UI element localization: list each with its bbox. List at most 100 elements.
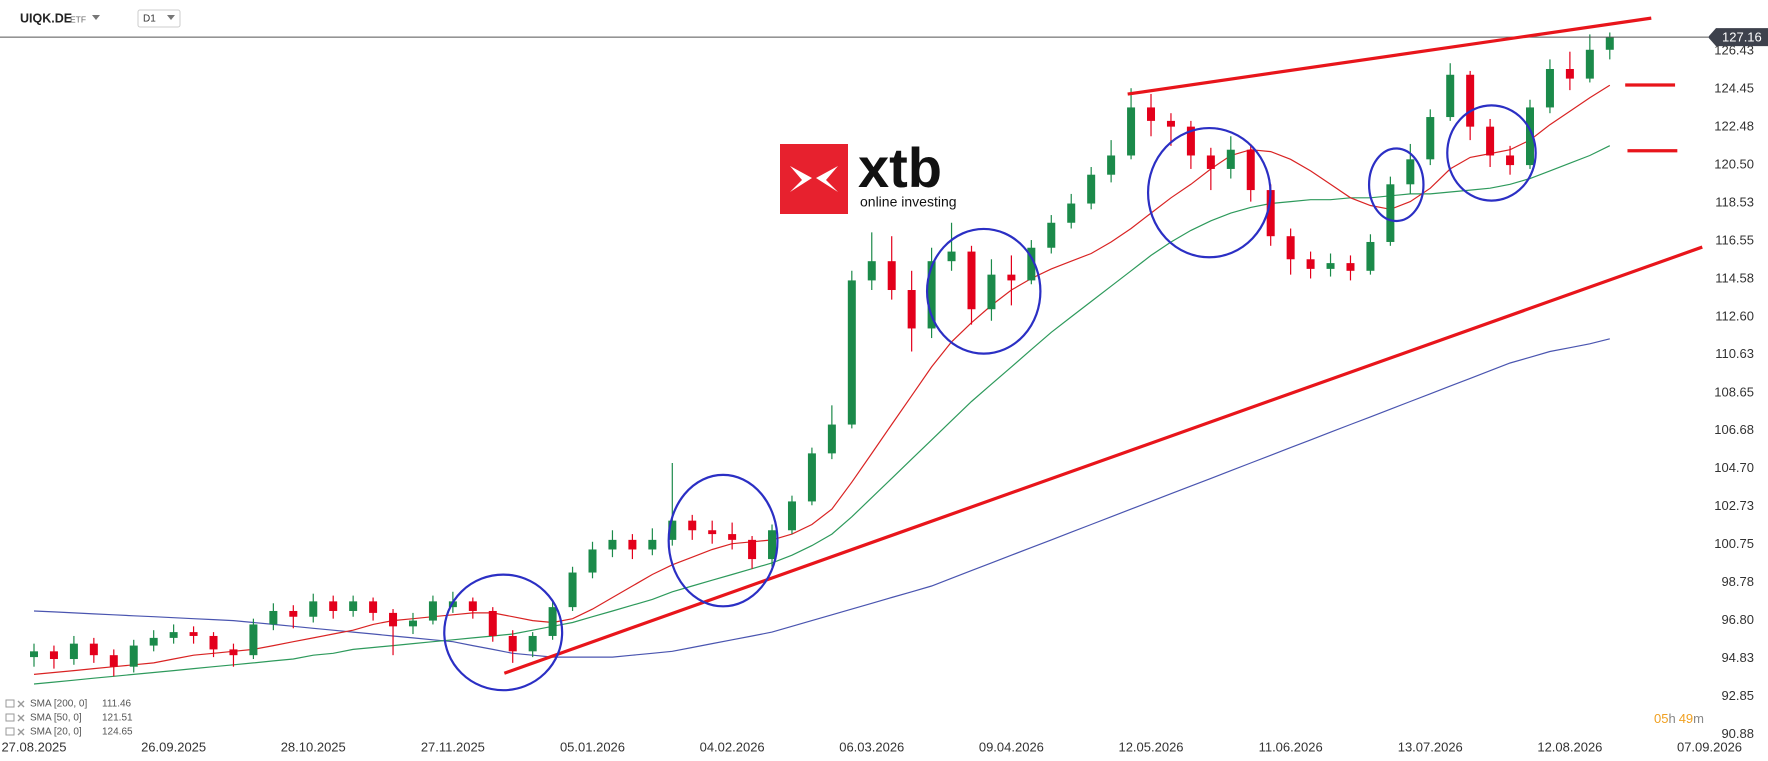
candle-body <box>1087 174 1096 204</box>
plot-area: 126.43 124.45 122.48 120.50 118.53 116.55 114.… <box>0 16 1768 754</box>
candle-body <box>867 261 876 281</box>
price-tag <box>1708 28 1768 47</box>
candle-body <box>209 635 218 650</box>
countdown-h: h <box>1668 711 1675 726</box>
x-tick-label: 04.02.2026 <box>700 739 765 754</box>
candle-body <box>169 632 178 638</box>
legend-icon <box>5 713 15 722</box>
candle-body <box>1426 117 1435 160</box>
y-tick-label: 122.48 <box>1714 118 1754 133</box>
candle-body <box>947 251 956 262</box>
timeframe-dropdown <box>167 15 175 20</box>
sma-line <box>33 84 1611 675</box>
candle-body <box>249 624 258 656</box>
sma-line <box>33 145 1611 685</box>
x-tick-label: 12.08.2026 <box>1537 739 1602 754</box>
candle-body <box>1486 126 1495 156</box>
candle-body <box>1545 68 1554 108</box>
symbol-dropdown[interactable] <box>92 15 100 20</box>
x-tick-label: 27.08.2025 <box>1 739 66 754</box>
y-tick-label: 104.70 <box>1714 460 1754 475</box>
candle-body <box>768 530 777 560</box>
candle-body <box>1466 74 1475 127</box>
candle-body <box>448 601 457 608</box>
candle-body <box>1067 203 1076 223</box>
candle-body <box>708 530 717 535</box>
y-tick-label: 90.88 <box>1721 726 1754 741</box>
candle-body <box>1565 68 1574 79</box>
candle-body <box>89 643 98 656</box>
timeframe-select[interactable] <box>137 9 181 28</box>
candle-body <box>608 539 617 550</box>
candle-body <box>648 539 657 550</box>
candle-body <box>1266 190 1275 237</box>
candle-body <box>1386 184 1395 242</box>
y-tick-label: 94.83 <box>1721 650 1754 665</box>
legend-name: SMA [50, 0] <box>30 713 82 724</box>
y-tick-label: 108.65 <box>1714 384 1754 399</box>
logo-mark <box>780 144 848 214</box>
candle-body <box>1226 149 1235 169</box>
highlight-circle <box>667 473 779 608</box>
candle-body <box>668 520 677 540</box>
candle-body <box>568 572 577 608</box>
legend-entry: SMA [200, 0] 111.46 <box>5 699 132 710</box>
y-tick-label: 96.80 <box>1721 612 1754 627</box>
candle-body <box>1186 126 1195 156</box>
candle-body <box>1585 49 1594 79</box>
highlight-circle <box>925 227 1042 355</box>
candle-body <box>1326 263 1335 269</box>
y-tick-label: 100.75 <box>1714 536 1754 551</box>
candle-body <box>548 607 557 636</box>
x-tick-label: 05.01.2026 <box>560 739 625 754</box>
y-tick-label: 106.68 <box>1714 422 1754 437</box>
candle-body <box>1007 274 1016 281</box>
y-tick-label: 118.53 <box>1715 194 1754 209</box>
candle-body <box>1506 155 1515 166</box>
candle-body <box>1147 107 1156 121</box>
highlight-circle <box>443 573 564 692</box>
sma-line <box>33 338 1610 658</box>
legend-name: SMA [20, 0] <box>30 727 82 738</box>
y-tick-label: 116.55 <box>1715 232 1754 247</box>
y-tick-label: 98.78 <box>1721 574 1754 589</box>
candle-body <box>847 280 856 425</box>
candle-body <box>967 251 976 310</box>
x-tick-label: 26.09.2025 <box>141 739 206 754</box>
symbol[interactable]: UIQK.DE <box>20 11 72 25</box>
logo-tagline: online investing <box>860 194 957 210</box>
candle-body <box>787 501 796 531</box>
candle-body <box>488 610 497 636</box>
candle-body <box>1166 120 1175 127</box>
y-tick-label: 92.85 <box>1721 688 1754 703</box>
candle-body <box>369 601 378 613</box>
candle-body <box>329 601 338 611</box>
candle-body <box>468 601 477 611</box>
highlight-circle <box>1446 104 1537 202</box>
candle-body <box>349 601 358 611</box>
candle-body <box>389 612 398 627</box>
candle-body <box>49 651 58 660</box>
legend-remove <box>17 700 25 708</box>
candle-body <box>109 655 118 667</box>
candle-body <box>289 610 298 617</box>
countdown-minutes: 49 <box>1679 711 1693 726</box>
countdown-hours: 05 <box>1654 711 1668 726</box>
candle-body <box>907 290 916 329</box>
candle-body <box>528 635 537 652</box>
trend-line <box>1127 16 1652 96</box>
legend-name: SMA [200, 0] <box>30 699 87 710</box>
y-tick-label: 124.45 <box>1714 81 1754 96</box>
legend-remove <box>17 728 25 736</box>
candle-body <box>1246 149 1255 191</box>
candle-body <box>149 637 158 646</box>
candle-body <box>269 610 278 625</box>
logo: xtb online investing <box>780 136 957 214</box>
y-tick-label: 112.60 <box>1715 308 1754 323</box>
price-label: 127.16 <box>1722 30 1762 45</box>
countdown: 05h 49m <box>1654 711 1704 726</box>
candle-body <box>628 539 637 550</box>
candle-body <box>309 601 318 617</box>
candle-body <box>1286 236 1295 260</box>
